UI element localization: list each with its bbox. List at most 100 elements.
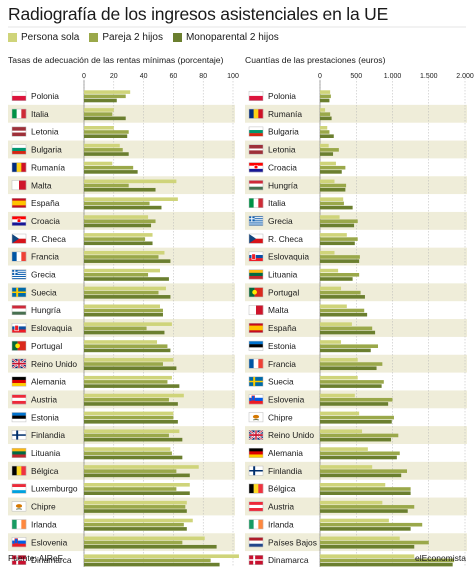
panel-1-bar-alemania-pareja-2-hijos (84, 380, 168, 384)
panel-1-label-belgica: Bélgica (31, 466, 59, 476)
panel-1-flag-suecia-icon-border (11, 287, 27, 298)
panel-2-flag-r-checa-icon-border (248, 233, 264, 244)
panel-1-flag-suecia-icon-cross-h (12, 291, 26, 294)
panel-1-bar-italia-pareja-2-hijos (84, 112, 113, 116)
panel-2-bar-paises-bajos-persona-sola (320, 536, 400, 541)
panel-1-flag-eslovenia-icon-band (12, 540, 26, 544)
panel-1-flag-lituania-icon-band (12, 454, 26, 458)
panel-2-flag-croacia-icon (248, 162, 264, 173)
panel-1-bar-lituania-persona-sola (84, 447, 171, 451)
panel-2-flag-bulgaria-icon-band (249, 126, 263, 131)
panel-1-bar-francia-monoparental-2-hijos (84, 259, 171, 263)
panel-2-flag-lituania-icon-band (249, 275, 263, 280)
panel-1-flag-chipre-icon-island (15, 504, 23, 508)
panel-2-flag-finlandia-icon-cross-h (249, 469, 263, 472)
panel-1-flag-portugal-icon-band (17, 341, 26, 351)
panel-1-flag-malta-icon-band (12, 180, 20, 190)
legend-swatch-pareja-2-hijos (89, 32, 99, 42)
panel-2-flag-portugal-icon-border (248, 287, 264, 298)
panel-1-bar-malta-monoparental-2-hijos (84, 187, 156, 192)
panel-1-bar-estonia-monoparental-2-hijos (84, 420, 178, 424)
panel-1-flag-grecia-icon-stripe (12, 274, 26, 277)
panel-2-bar-portugal-monoparental-2-hijos (320, 295, 365, 299)
panel-2-flag-eslovaquia-icon (248, 251, 264, 262)
panel-1-flag-croacia-icon-band (12, 222, 26, 226)
legend-item-pareja-2-hijos: Pareja 2 hijos (89, 32, 163, 43)
panel-1-bar-irlanda-persona-sola (84, 518, 193, 523)
panel-1-bar-suecia-persona-sola (84, 286, 166, 291)
panel-1-bar-estonia-pareja-2-hijos (84, 415, 174, 420)
panel-2-label-austria: Austria (268, 502, 294, 512)
panel-1-bar-eslovaquia-monoparental-2-hijos (84, 330, 165, 335)
panel-1-flag-dinamarca-icon-cross-h (12, 559, 26, 561)
panel-1-bar-francia-pareja-2-hijos (84, 255, 159, 259)
panel-2-flag-francia-icon-border (248, 358, 264, 369)
panel-2-bar-reino-unido-monoparental-2-hijos (320, 437, 392, 442)
panel-1-bar-grecia-pareja-2-hijos (84, 273, 149, 277)
panel-1-bar-alemania-monoparental-2-hijos (84, 384, 180, 388)
panel-2-bar-irlanda-persona-sola (320, 518, 389, 523)
panel-2-flag-polonia-icon-band (249, 95, 263, 101)
panel-1-flag-chipre-icon-border (11, 501, 27, 512)
panel-2-flag-irlanda-icon (248, 519, 264, 530)
panel-1-flag-grecia-icon-stripe (12, 271, 26, 273)
panel-1-bar-eslovenia-monoparental-2-hijos (84, 544, 217, 549)
panel-1-bar-espana-monoparental-2-hijos (84, 205, 162, 210)
panel-1-flag-portugal-icon-band (12, 341, 18, 351)
panel-1-bar-finlandia-pareja-2-hijos (84, 433, 169, 438)
panel-2-flag-austria-icon-band (249, 501, 263, 506)
panel-1-flag-estonia-icon-band (12, 412, 26, 416)
panel-2-flag-belgica-icon (248, 483, 264, 494)
panel-2-flag-portugal-icon-emblem (252, 289, 257, 295)
panel-2-flag-hungria-icon-band (249, 186, 263, 191)
panel-2-flag-belgica-icon-band (258, 483, 264, 494)
panel-1-flag-malta-icon-band (19, 180, 27, 190)
panel-2-flag-estonia-icon (248, 340, 264, 351)
panel-1-label-luxemburgo: Luxemburgo (31, 484, 78, 494)
panel-2-label-paises-bajos: Países Bajos (268, 537, 317, 547)
panel-1-bar-francia-persona-sola (84, 250, 165, 255)
panel-2-flag-bulgaria-icon-border (248, 126, 264, 137)
panel-1-label-suecia: Suecia (31, 287, 57, 297)
panel-2-flag-hungria-icon-band (249, 180, 263, 184)
legend-label-monoparental-2-hijos: Monoparental 2 hijos (185, 31, 279, 43)
panel-1-flag-eslovaquia-icon-band (12, 326, 26, 330)
panel-2-label-belgica: Bélgica (268, 484, 296, 494)
panel-1-tick-label: 20 (110, 73, 118, 80)
panel-1-tick-label: 40 (140, 73, 148, 80)
panel-2-bar-r-checa-persona-sola (320, 233, 347, 237)
panel-1-bar-letonia-monoparental-2-hijos (84, 134, 128, 138)
panel-2-bar-francia-persona-sola (320, 358, 358, 362)
panel-1-flag-alemania-icon (11, 376, 27, 387)
panel-2-bar-eslovaquia-pareja-2-hijos (320, 255, 360, 259)
panel-1-label-croacia: Croacia (31, 216, 60, 226)
panel-1-flag-r-checa-icon (11, 233, 27, 244)
panel-2-flag-grecia-icon-stripe (249, 222, 263, 224)
panel-2-bar-letonia-monoparental-2-hijos (320, 152, 334, 156)
panel-2-flag-eslovaquia-icon-band (249, 251, 263, 256)
panel-2-bar-r-checa-monoparental-2-hijos (320, 241, 355, 246)
panel-2-flag-letonia-icon-border (248, 144, 264, 155)
panel-2-bar-finlandia-monoparental-2-hijos (320, 473, 402, 478)
panel-2-flag-hungria-icon-band (249, 183, 263, 187)
panel-2-bar-eslovaquia-persona-sola (320, 250, 335, 255)
panel-2-flag-suecia-icon-cross-h (249, 380, 263, 383)
panel-2-bar-finlandia-pareja-2-hijos (320, 469, 407, 473)
panel-1-flag-reino-unido-icon-cross-h-red (12, 362, 26, 365)
panel-2-flag-eslovenia-icon (248, 394, 264, 405)
panel-2-flag-rumania-icon-band (249, 109, 254, 119)
panel-1-flag-chipre-icon (11, 501, 27, 512)
panel-1-label-grecia: Grecia (31, 270, 56, 280)
panel-1-bar-luxemburgo-persona-sola (84, 483, 190, 487)
panel-2-label-grecia: Grecia (268, 216, 293, 226)
panel-2-flag-rumania-icon-border (248, 108, 264, 119)
panel-2-bar-grecia-monoparental-2-hijos (320, 223, 355, 228)
panel-2-flag-croacia-icon-border (248, 162, 264, 173)
panel-2-label-italia: Italia (268, 198, 286, 208)
panel-2-flag-paises-bajos-icon-border (248, 537, 264, 548)
panel-1-bar-irlanda-pareja-2-hijos (84, 522, 184, 527)
panel-2-bar-irlanda-pareja-2-hijos (320, 522, 423, 527)
panel-2-flag-finlandia-icon (248, 465, 264, 476)
panel-1-label-finlandia: Finlandia (31, 430, 65, 440)
panel-1-flag-polonia-icon (11, 90, 27, 101)
